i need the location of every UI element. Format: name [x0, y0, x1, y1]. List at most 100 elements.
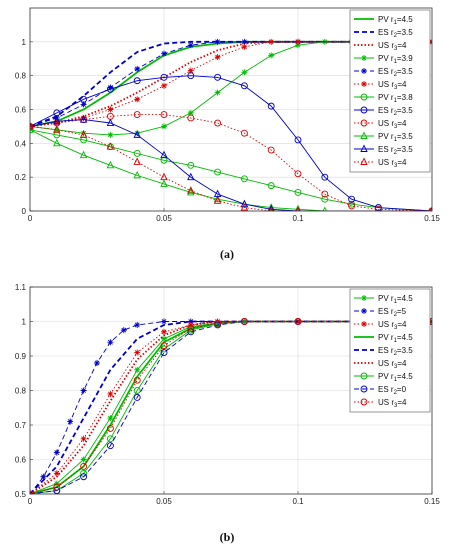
chart-a-series-11-point	[268, 204, 275, 211]
chart-b-series-5-line	[30, 320, 432, 494]
chart-a-series-6-point	[107, 106, 114, 113]
chart-a-legend-entry-2: ES r2=3.5	[378, 28, 413, 39]
chart-a-legend-marker-7	[360, 93, 368, 101]
chart-a-series-7-line	[30, 129, 432, 211]
chart-a-series-12-point	[53, 125, 61, 133]
chart-a-series-12-point	[268, 206, 274, 211]
chart-a-legend-marker-8	[360, 106, 368, 114]
chart-b-legend: PV r1=4.5 ES r2=5 US r3=4 PV r1=4.5 ES r2=3.…	[349, 288, 431, 413]
chart-a-series-10-point	[294, 204, 302, 211]
chart-b-legend-marker-3	[361, 321, 367, 327]
chart-a-series-6-line	[30, 41, 432, 127]
chart-a-series-10-line	[30, 129, 432, 211]
chart-b-caption: (b)	[220, 530, 235, 544]
chart-b-y-tick-label: 0.9	[15, 352, 27, 361]
chart-a-series-5-point	[241, 38, 248, 45]
chart-b-series-9	[30, 318, 432, 494]
chart-b-series-9-point	[214, 319, 222, 327]
chart-b-legend-entry-5: ES r2=3.5	[378, 346, 413, 357]
chart-a-series-6-point	[161, 82, 167, 89]
chart-a-x-tick-label: 0	[28, 214, 33, 223]
chart-a-series-5-point	[214, 38, 221, 45]
chart-a-series-8-line	[30, 75, 432, 211]
chart-a-series-6-point	[187, 67, 194, 74]
chart-a-series-6	[30, 38, 432, 130]
chart-b-x-tick-label: 0.05	[156, 497, 172, 506]
chart-a-series-5-point	[161, 50, 167, 57]
chart-a-series-12-point	[79, 130, 88, 138]
chart-a-y-tick-label: 0.6	[15, 106, 27, 115]
chart-a-series-8-point	[106, 85, 114, 93]
chart-b-series-2-point	[120, 327, 127, 334]
chart-b-series-8-point	[53, 487, 61, 494]
chart-a-series-4-point	[134, 130, 141, 137]
chart-a-series-12	[30, 121, 432, 211]
chart-a-series-8-point	[160, 73, 168, 81]
chart-a-series-12-point	[187, 186, 195, 194]
chart-b-series-2-point	[107, 339, 114, 346]
chart-b-legend-entry-3: US r3=4	[378, 320, 407, 331]
chart-a-legend-marker-4	[361, 55, 367, 61]
chart-a: 0 0.05 0.1 0.15 0 0.2 0.4 0.6 0.8 1 PV r1=4.5 ES r2…	[15, 7, 440, 223]
chart-b-series-2-point	[134, 321, 141, 328]
chart-b-series-1-point	[134, 366, 141, 373]
chart-a-series-9-point	[374, 205, 382, 211]
chart-b: 0 0.05 0.1 0.15 0.5 0.6 0.7 0.8 0.9 1 1.1 PV r1=4.5…	[15, 283, 440, 506]
chart-a-caption: (a)	[220, 247, 234, 261]
chart-b-series-2-point	[187, 318, 194, 325]
chart-a-legend-entry-3: US r3=4	[378, 41, 407, 52]
chart-b-axes-frame	[29, 286, 433, 495]
chart-a-series-4-point	[214, 89, 221, 96]
chart-b-legend-entry-2: ES r2=5	[378, 307, 407, 318]
chart-a-series-4-point	[80, 130, 87, 137]
chart-b-series-8-point	[80, 473, 88, 481]
chart-a-legend-marker-6	[361, 81, 367, 87]
chart-b-legend-entry-8: ES r2=0	[378, 385, 407, 396]
chart-a-series-8-point	[53, 109, 61, 117]
chart-b-legend-entry-7: PV r1=4.5	[378, 372, 413, 383]
chart-a-series-9-point	[160, 111, 168, 119]
chart-b-legend-entry-1: PV r1=4.5	[378, 294, 413, 305]
chart-a-series-5	[30, 38, 432, 130]
chart-a-y-tick-label: 1	[22, 38, 27, 47]
chart-a-axes-frame	[29, 7, 433, 212]
chart-a-y-tick-label: 0.8	[15, 72, 27, 81]
chart-b-legend-entry-6: US r3=4	[378, 359, 407, 370]
chart-a-legend-entry-8: ES r2=3.5	[378, 106, 413, 117]
chart-a-legend-entry-9: US r3=4	[378, 119, 407, 130]
chart-a-series-11-point	[79, 115, 88, 123]
chart-a-legend-entry-7: PV r1=3.8	[378, 93, 413, 104]
chart-a-series-6-point	[295, 38, 301, 45]
chart-a-series-11-line	[30, 119, 432, 211]
chart-b-series-9-point	[187, 324, 195, 332]
chart-a-series-9-point	[267, 146, 275, 154]
chart-a-series-9-point	[321, 190, 329, 198]
chart-b-series-8-line	[30, 321, 432, 494]
chart-a-series-10-point	[53, 138, 61, 147]
chart-b-x-tick-label: 0.1	[292, 497, 304, 506]
chart-a-series-4-point	[241, 69, 248, 76]
chart-a-series-7-point	[321, 195, 329, 203]
chart-a-series-4-point	[53, 126, 60, 133]
chart-a-series-9-point	[348, 202, 356, 210]
chart-a-series-6-point	[134, 96, 141, 103]
chart-a-series-8-point	[267, 102, 275, 110]
chart-b-y-tick-label: 0.6	[15, 456, 27, 465]
chart-a-x-tick-label: 0.05	[156, 214, 172, 223]
chart-b-series-3-line	[30, 321, 432, 494]
chart-a-series-10-point	[267, 203, 275, 211]
chart-a-series-8-point	[133, 77, 141, 85]
chart-a-legend-entry-6: US r3=4	[378, 80, 407, 91]
chart-a-series-7-point	[240, 175, 248, 183]
chart-b-series-2-point	[94, 359, 100, 366]
chart-b-series-2-point	[53, 449, 60, 456]
chart-a-series-12-point	[213, 196, 222, 204]
chart-a-x-tick-label: 0.15	[424, 214, 440, 223]
chart-a-series-12-line	[30, 125, 432, 211]
chart-b-series-1-point	[80, 456, 87, 463]
chart-a-legend-box	[349, 9, 431, 173]
chart-a-series-10-point	[322, 206, 328, 211]
chart-a-series-8-point	[348, 195, 356, 203]
chart-b-series-3-point	[80, 435, 87, 442]
chart-b-legend-entry-4: PV r1=4.5	[378, 333, 413, 344]
